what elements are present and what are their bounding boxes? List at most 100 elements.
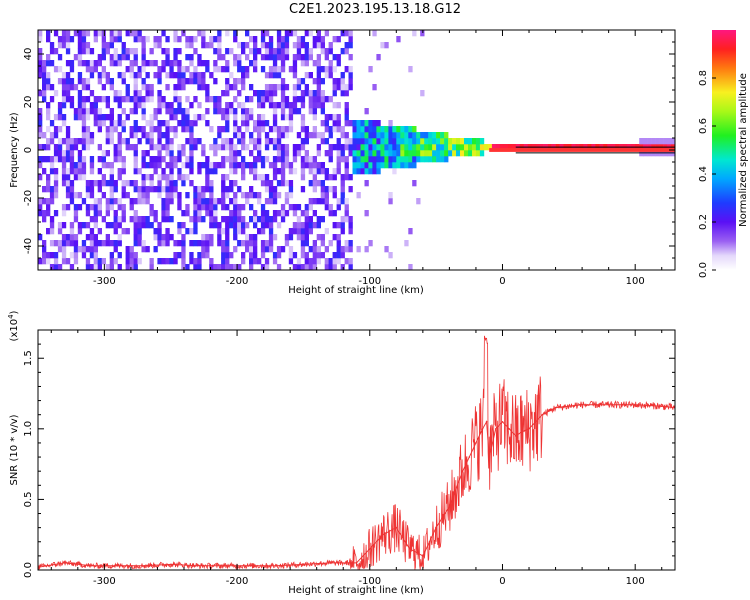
snr-data-point (249, 565, 252, 567)
spectrogram-cell (268, 90, 274, 97)
spectrogram-cell (46, 174, 51, 181)
spectrogram-cell (141, 84, 146, 91)
snr-y-axis-label: SNR (10 * v/v) (9, 414, 20, 485)
spectrogram-cell (260, 162, 266, 169)
spectrogram-cell (77, 204, 83, 211)
spectrogram-cell (169, 192, 174, 199)
spectrogram-cell (344, 204, 349, 211)
spectrogram-cell (141, 222, 146, 229)
spectrogram-cell (121, 168, 126, 175)
spectrogram-cell (320, 90, 325, 97)
spectrogram-cell (181, 66, 186, 73)
spectrogram-cell (46, 228, 51, 235)
spectrogram-cell (300, 126, 306, 133)
spectrogram-cell (145, 138, 150, 145)
spectrogram-cell (332, 252, 337, 259)
spectrogram-cell (368, 138, 373, 145)
spectrogram-cell (141, 162, 146, 169)
spectrogram-cell (221, 216, 226, 223)
spectrogram-cell (101, 162, 106, 169)
spectrogram-cell (189, 132, 194, 139)
spectrogram-cell (177, 228, 182, 235)
spectrogram-cell (145, 216, 150, 223)
spectrogram-cell (316, 42, 321, 49)
spectrogram-cell (300, 114, 306, 121)
spectrogram-cell (221, 54, 226, 61)
spectrogram-cell (340, 84, 345, 91)
spectrogram-cell (193, 120, 198, 127)
spectrogram-cell (348, 150, 353, 157)
spectrogram-cell (368, 126, 373, 133)
spectrogram-cell (328, 114, 333, 121)
spectrogram-cell (420, 90, 425, 97)
spectrogram-cell (344, 156, 349, 163)
spectrogram-cells (38, 30, 675, 270)
spectrogram-cell (77, 174, 83, 181)
spectrogram-cell (292, 90, 298, 97)
spectrogram-cell (46, 144, 51, 151)
spectrogram-cell (292, 66, 298, 73)
spectrogram-cell (368, 132, 373, 139)
spectrogram-cell (141, 216, 146, 223)
spectrogram-cell (49, 48, 55, 55)
spectrogram-cell (292, 210, 298, 217)
spectrogram-cell (344, 168, 349, 175)
y-tick-label: 1.0 (23, 421, 34, 437)
spectrogram-cell (245, 144, 250, 151)
spectrogram-cell (201, 186, 206, 193)
spectrogram-cell (85, 210, 91, 217)
spectrogram-cell (217, 126, 222, 133)
spectrogram-cell (181, 258, 186, 265)
spectrogram-cell (121, 162, 126, 169)
spectrogram-cell (81, 252, 87, 259)
spectrogram-cell (61, 120, 67, 127)
spectrogram-cell (288, 162, 294, 169)
spectrogram-cell (296, 216, 302, 223)
spectrogram-cell (436, 138, 441, 145)
spectrogram-cell (340, 132, 345, 139)
spectrogram-cell (276, 30, 282, 37)
spectrogram-cell (292, 204, 298, 211)
spectrogram-cell (280, 132, 286, 139)
spectrogram-cell (316, 78, 321, 85)
spectrogram-cell (77, 54, 83, 61)
spectrogram-cell (388, 162, 393, 169)
spectrogram-cell (344, 48, 349, 55)
spectrogram-cell (46, 102, 51, 109)
spectrogram-cell (213, 216, 218, 223)
spectrogram-cell (225, 246, 230, 253)
spectrogram-cell (253, 222, 258, 229)
spectrogram-cell (97, 72, 102, 79)
spectrogram-cell (189, 60, 194, 67)
spectrogram-cell (193, 192, 198, 199)
spectrogram-cell (292, 144, 298, 151)
spectrogram-cell (388, 144, 393, 151)
spectrogram-cell (157, 240, 162, 247)
spectrogram-cell (173, 156, 178, 163)
spectrogram-cell (117, 198, 122, 205)
spectrogram-cell (356, 150, 361, 157)
spectrogram-cell (205, 234, 210, 241)
spectrogram-cell (141, 198, 146, 205)
spectrogram-cell (57, 66, 63, 73)
spectrogram-cell (272, 66, 278, 73)
spectrogram-cell (249, 60, 254, 67)
spectrogram-cell (460, 150, 465, 157)
spectrogram-cell (245, 246, 250, 253)
spectrogram-cell (288, 192, 294, 199)
spectrogram-cell (97, 108, 102, 115)
spectrogram-cell (53, 150, 59, 157)
spectrogram-cell (268, 180, 274, 187)
spectrogram-cell (316, 198, 321, 205)
spectrogram-cell (49, 120, 55, 127)
spectrogram-cell (197, 264, 202, 270)
spectrogram-cell (245, 198, 250, 205)
spectrogram-cell (276, 42, 282, 49)
spectrogram-cell (400, 144, 405, 151)
spectrogram-cell (46, 54, 51, 61)
spectrogram-cell (46, 252, 51, 259)
spectrogram-cell (336, 198, 341, 205)
spectrogram-cell (225, 192, 230, 199)
spectrogram-cell (368, 168, 373, 175)
spectrogram-cell (503, 144, 509, 151)
